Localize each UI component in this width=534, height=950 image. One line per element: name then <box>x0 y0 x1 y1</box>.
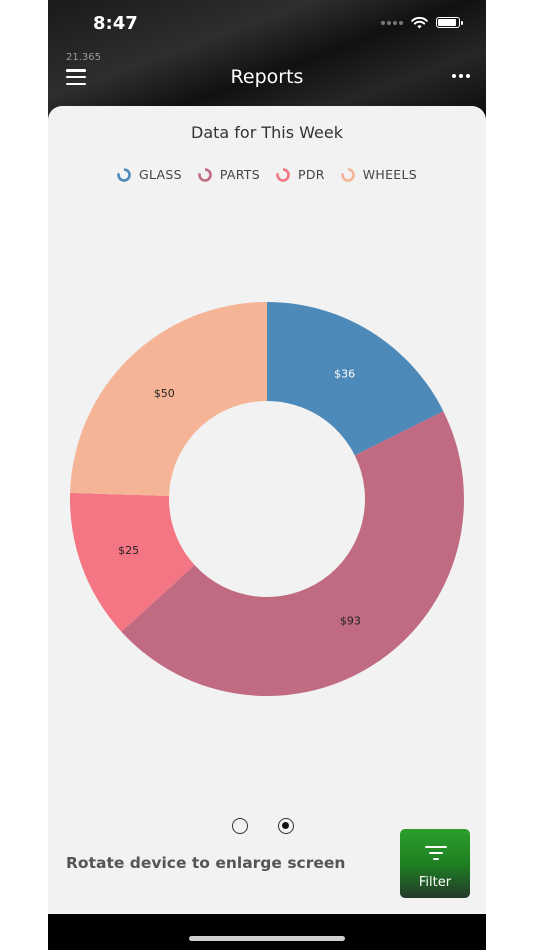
filter-button[interactable]: Filter <box>400 829 470 898</box>
page-title: Reports <box>230 66 304 88</box>
page-dot-2[interactable] <box>278 818 294 834</box>
chart-title: Data for This Week <box>191 123 343 142</box>
legend-item-glass[interactable]: GLASS <box>117 167 182 182</box>
slice-label-glass: $36 <box>334 368 355 381</box>
legend-label: GLASS <box>138 167 182 182</box>
legend-label: WHEELS <box>362 167 417 182</box>
chart-legend: GLASS PARTS PDR WHEELS <box>48 167 486 182</box>
home-indicator <box>189 936 345 941</box>
status-icons <box>381 16 463 29</box>
legend-swatch-icon <box>198 167 212 182</box>
more-options-icon[interactable] <box>452 74 470 78</box>
page-dot-1[interactable] <box>232 818 248 834</box>
legend-swatch-icon <box>117 167 131 182</box>
report-card: Data for This Week GLASS PARTS PDR WHEELS $… <box>48 106 486 914</box>
slice-pdr[interactable] <box>70 492 195 632</box>
rotate-hint: Rotate device to enlarge screen <box>66 854 346 872</box>
wifi-icon <box>411 16 428 29</box>
legend-item-pdr[interactable]: PDR <box>276 167 325 182</box>
slice-wheels[interactable] <box>70 302 267 496</box>
legend-swatch-icon <box>276 167 290 182</box>
slice-parts[interactable] <box>121 411 464 696</box>
legend-label: PDR <box>297 167 325 182</box>
page-indicator <box>232 818 294 834</box>
legend-swatch-icon <box>340 167 355 182</box>
legend-item-wheels[interactable]: WHEELS <box>340 167 417 182</box>
app-screen: 8:47 21.365 Reports Data for This Week G… <box>48 0 486 950</box>
hamburger-menu-icon[interactable] <box>66 69 86 85</box>
filter-icon <box>425 846 447 862</box>
battery-icon <box>436 17 463 28</box>
slice-label-pdr: $25 <box>118 544 139 557</box>
donut-chart: $36 $93 $25 $50 <box>70 302 464 696</box>
slice-glass[interactable] <box>267 302 444 456</box>
filter-button-label: Filter <box>418 875 452 890</box>
signal-icon <box>381 20 403 25</box>
legend-item-parts[interactable]: PARTS <box>198 167 260 182</box>
slice-label-wheels: $50 <box>154 387 175 400</box>
app-version: 21.365 <box>66 52 101 63</box>
slice-label-parts: $93 <box>340 615 361 628</box>
status-time: 8:47 <box>93 13 138 34</box>
legend-label: PARTS <box>219 167 260 182</box>
